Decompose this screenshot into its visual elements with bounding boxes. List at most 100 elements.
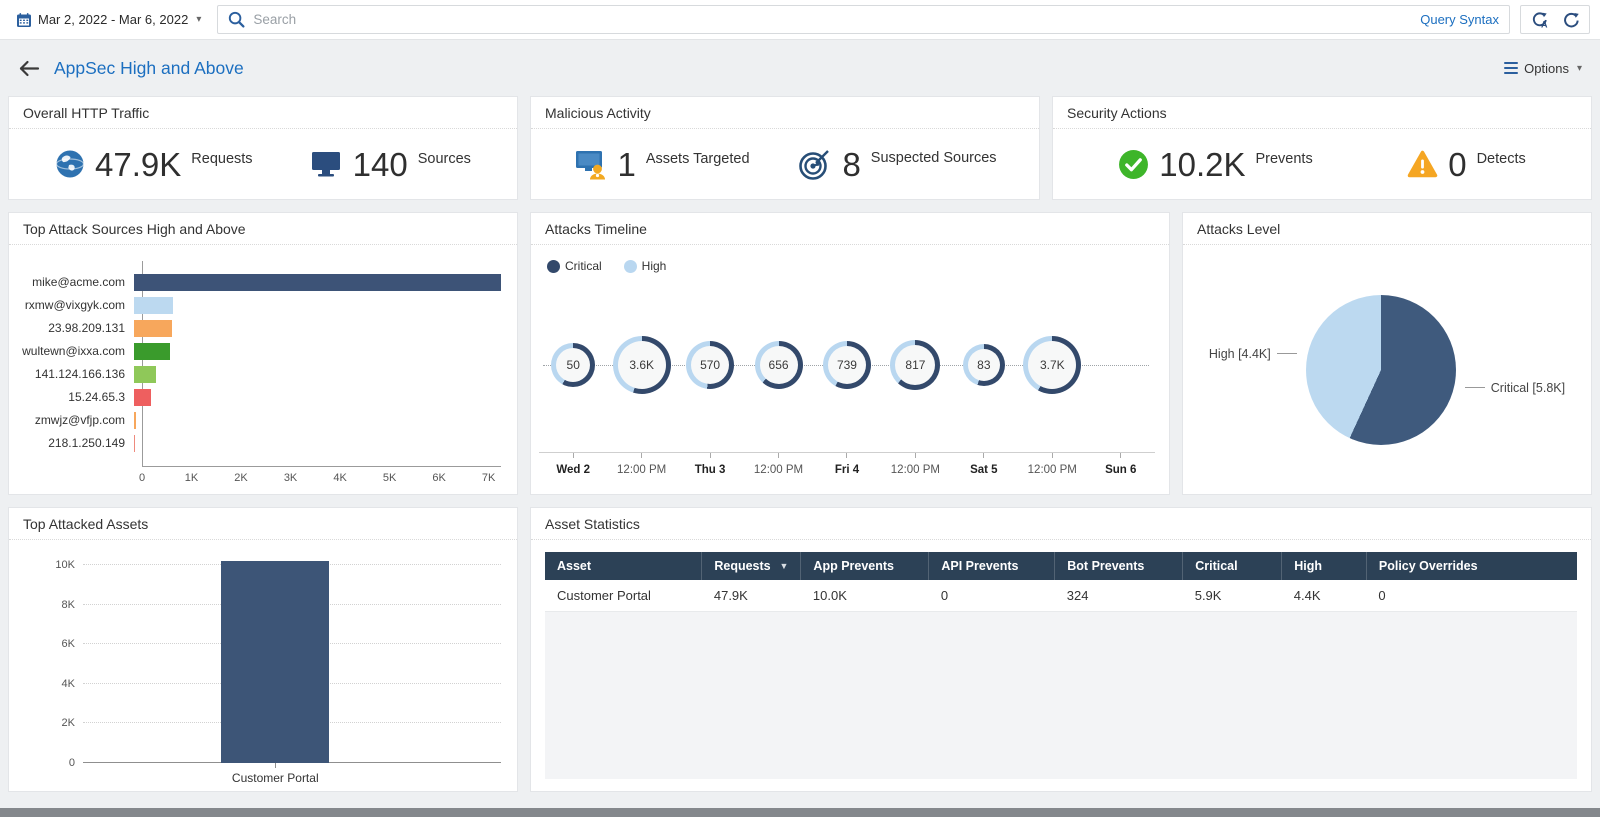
menu-icon	[1504, 61, 1519, 75]
search-bar[interactable]: Query Syntax	[217, 5, 1510, 34]
bar-category-label: 23.98.209.131	[48, 321, 125, 335]
page-title: AppSec High and Above	[54, 57, 244, 78]
auto-refresh-button[interactable]: A	[1525, 8, 1553, 32]
x-axis: 0 1K 2K 3K 4K 5K 6K 7K	[138, 466, 501, 488]
column-header-asset[interactable]: Asset	[545, 552, 703, 580]
sort-descending-icon: ▼	[779, 561, 789, 571]
x-axis-tick-label: Customer Portal	[231, 771, 319, 785]
column-header-requests[interactable]: Requests ▼	[701, 552, 802, 580]
tick-mark	[1051, 453, 1053, 458]
search-input[interactable]	[253, 12, 1413, 27]
refresh-a-icon: A	[1532, 11, 1548, 29]
card-title: Top Attacked Assets	[9, 508, 517, 540]
card-security-actions: Security Actions 10.2K Prevents	[1052, 96, 1592, 200]
bar-track	[134, 273, 501, 291]
metric-detects: 0 Detects	[1407, 148, 1526, 181]
table-row[interactable]: Customer Portal 47.9K 10.0K 0 324 5.9K 4.4K 0	[545, 580, 1577, 612]
bar-category-label: 218.1.250.149	[48, 436, 125, 450]
back-button[interactable]	[18, 60, 40, 77]
bar-track	[134, 296, 501, 314]
metric-assets-targeted: 1 Assets Targeted	[573, 148, 750, 181]
column-header-policy-overrides[interactable]: Policy Overrides	[1366, 552, 1577, 580]
bar-track	[134, 342, 501, 360]
pie-label-high: High [4.4K]	[1209, 347, 1297, 361]
timeline-slot: 3.6K	[607, 335, 675, 394]
tick-mark	[983, 453, 985, 458]
query-syntax-link[interactable]: Query Syntax	[1420, 12, 1499, 27]
metric-label: Requests	[191, 150, 253, 167]
bar-track	[134, 388, 501, 406]
table-cell: 5.9K	[1182, 580, 1282, 612]
bar-category-label: zmwjz@vfjp.com	[34, 413, 125, 427]
card-title: Overall HTTP Traffic	[9, 97, 517, 129]
x-axis-tick-label: 4K	[333, 472, 347, 484]
card-title: Attacks Timeline	[531, 213, 1169, 245]
bar-row: 23.98.209.131	[17, 319, 501, 337]
x-axis-tick	[275, 763, 277, 768]
card-malicious-activity: Malicious Activity 1 Assets Targeted	[530, 96, 1040, 200]
pie-label-text: High [4.4K]	[1208, 346, 1271, 361]
back-arrow-icon	[19, 60, 40, 76]
x-axis-tick-label: 2K	[234, 472, 248, 484]
timeline-slot: 739	[813, 340, 881, 389]
y-axis-tick-label: 10K	[55, 559, 75, 572]
topbar-icon-group: A	[1520, 5, 1590, 34]
metric-sources: 140 Sources	[309, 148, 471, 181]
options-button[interactable]: Options ▾	[1504, 61, 1582, 76]
x-axis-tick: 12:00 PM	[607, 453, 675, 488]
metric-suspected-sources: 8 Suspected Sources	[798, 147, 997, 181]
bar-row: 15.24.65.3	[17, 388, 501, 406]
metric-value: 10.2K	[1159, 145, 1246, 183]
window-bottom-edge	[0, 808, 1600, 817]
asset-statistics-table: Asset Requests ▼ App Prevents API Prevents Bo…	[545, 552, 1577, 779]
card-attacks-level: Attacks Level High [4.4K] Critical [5.8K]	[1182, 212, 1592, 495]
table-empty-area	[545, 612, 1577, 779]
attack-donut: 656	[754, 340, 803, 389]
donut-value: 3.7K	[1039, 357, 1065, 372]
timeline-slot: 817	[881, 339, 949, 390]
column-header-bot-prevents[interactable]: Bot Prevents	[1054, 552, 1184, 580]
timeline-slot: 3.7K	[1018, 335, 1086, 394]
refresh-button[interactable]	[1557, 8, 1585, 32]
metric-label: Detects	[1476, 150, 1526, 167]
attacks-level-chart: High [4.4K] Critical [5.8K]	[1183, 245, 1591, 494]
chevron-down-icon: ▾	[196, 14, 202, 25]
dashboard-main: Overall HTTP Traffic 47.9K Requests	[0, 96, 1600, 800]
card-top-attacked-assets: Top Attacked Assets 0 2K 4K 6K 8K 10K Customer…	[8, 507, 518, 792]
x-axis-tick: 12:00 PM	[881, 453, 949, 488]
x-axis-tick-label: 0	[138, 472, 146, 484]
metric-label: Prevents	[1255, 150, 1313, 167]
x-axis-tick-label: 12:00 PM	[890, 464, 941, 476]
donut-value: 570	[700, 357, 721, 372]
pie-leader-line	[1464, 387, 1485, 388]
card-top-attack-sources: Top Attack Sources High and Above mike@a…	[8, 212, 518, 495]
asset-statistics-grid: Asset Requests ▼ App Prevents API Prevents Bo…	[545, 552, 1577, 612]
hbar-rows: mike@acme.com rxmw@vixgyk.com 23.98.209.13…	[17, 259, 501, 466]
globe-icon	[55, 150, 85, 178]
column-header-high[interactable]: High	[1281, 552, 1367, 580]
bar	[134, 342, 171, 360]
y-axis-tick-label: 2K	[61, 717, 75, 730]
bar	[134, 296, 174, 314]
date-range-picker[interactable]: Mar 2, 2022 - Mar 6, 2022 ▾	[10, 8, 207, 32]
tick-mark	[572, 453, 574, 458]
donut-value: 83	[977, 357, 991, 372]
table-cell: Customer Portal	[545, 580, 702, 612]
warning-icon	[1407, 150, 1438, 177]
timeline-slot: 656	[744, 340, 812, 389]
tick-mark	[914, 453, 916, 458]
bar-track	[134, 319, 501, 337]
bar-row: 141.124.166.136	[17, 365, 501, 383]
attack-donut: 739	[822, 340, 871, 389]
column-header-api-prevents[interactable]: API Prevents	[928, 552, 1056, 580]
column-header-app-prevents[interactable]: App Prevents	[800, 552, 930, 580]
donut-value: 3.6K	[629, 357, 654, 372]
column-header-critical[interactable]: Critical	[1182, 552, 1283, 580]
plot-area: 0 2K 4K 6K 8K 10K	[55, 554, 501, 769]
legend-item: High	[623, 259, 666, 273]
date-range-label: Mar 2, 2022 - Mar 6, 2022	[38, 12, 189, 27]
tick-mark	[846, 453, 848, 458]
x-axis-tick: Thu 3	[676, 453, 744, 488]
check-circle-icon	[1119, 149, 1149, 179]
bar-track	[134, 365, 501, 383]
